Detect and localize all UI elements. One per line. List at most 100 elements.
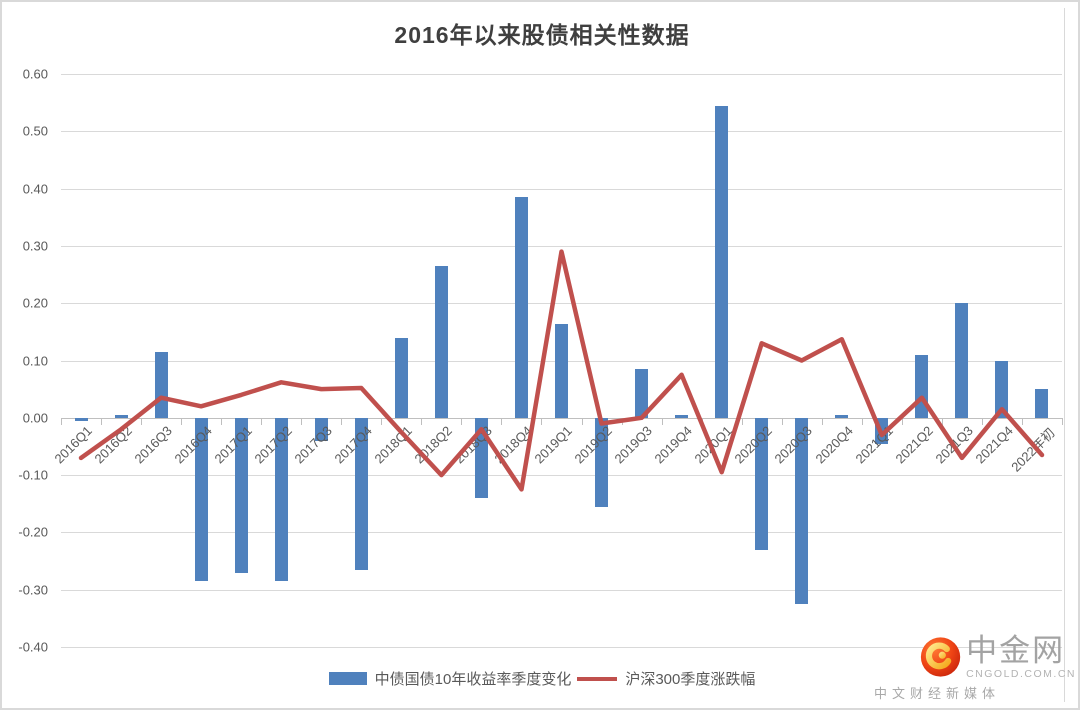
x-axis-tick-label: 2020Q4 [812, 422, 856, 467]
x-axis-tick-label: 2021Q2 [892, 422, 936, 467]
x-axis-tick [501, 417, 503, 425]
x-axis-tick [141, 417, 143, 425]
x-axis-tick [741, 417, 743, 425]
x-axis-tick [301, 417, 303, 425]
x-axis-tick [581, 417, 583, 425]
y-axis-tick-label: 0.60 [22, 66, 48, 82]
x-axis-line [61, 417, 1062, 419]
x-axis-tick [941, 417, 943, 425]
bar-2019Q4 [675, 414, 689, 418]
x-axis-tick [461, 417, 463, 425]
bar-2021Q3 [955, 303, 969, 418]
x-axis-tick-label: 2019Q4 [651, 422, 696, 467]
x-axis-tick-label: 2017Q1 [211, 422, 255, 467]
bar-2020Q1 [715, 105, 729, 418]
x-axis-tick-label: 2018Q1 [371, 422, 415, 467]
gridline [61, 532, 1062, 534]
y-axis-tick-label: 0.30 [22, 238, 48, 254]
x-axis-tick [661, 417, 663, 425]
x-axis-tick-label: 2019Q3 [611, 422, 656, 467]
bar-2018Q1 [394, 337, 408, 418]
gridline [61, 647, 1062, 648]
x-axis-tick-label: 2019Q2 [571, 422, 616, 467]
gridline [61, 303, 1062, 305]
x-axis-tick [701, 417, 703, 425]
x-axis-tick-label: 2019Q1 [531, 422, 576, 467]
x-axis-tick-label: 2020Q1 [691, 422, 736, 467]
watermark-brand-name: 中金网 [966, 633, 1066, 668]
x-axis-tick-label: 2022年初 [1008, 424, 1058, 475]
gridline [61, 245, 1062, 247]
y-axis-tick-label: -0.10 [18, 467, 48, 483]
legend: 中债国债10年收益率季度变化 沪深300季度涨跌幅 [2, 668, 1078, 689]
y-axis-tick-label: 0.20 [22, 295, 48, 311]
x-axis-tick [621, 417, 623, 425]
x-axis-tick [901, 417, 903, 425]
x-axis-tick [221, 417, 223, 425]
x-axis-tick-label: 2018Q2 [411, 422, 455, 467]
y-axis-tick-label: 0.40 [22, 181, 48, 197]
x-axis-tick-label: 2016Q4 [171, 422, 215, 467]
y-axis-tick-label: -0.40 [18, 639, 48, 655]
x-axis-tick [341, 417, 343, 425]
bar-2018Q4 [514, 197, 528, 418]
bar-2019Q1 [555, 324, 568, 418]
watermark-tagline: 中文财经新媒体 [874, 686, 1001, 701]
x-axis-tick [861, 417, 863, 425]
x-axis-tick-label: 2017Q3 [291, 422, 335, 467]
legend-label: 中债国债10年收益率季度变化 [374, 671, 572, 688]
bar-2022年初 [1035, 389, 1049, 418]
gridline [61, 188, 1062, 190]
watermark-domain: CNGOLD.COM.CN [966, 668, 1076, 680]
gridline [61, 74, 1062, 75]
bar-2016Q2 [114, 414, 128, 418]
x-axis-tick-label: 2017Q4 [331, 422, 375, 467]
x-axis-tick-label: 2016Q3 [131, 422, 175, 467]
legend-item-csi300: 沪深300季度涨跌幅 [577, 668, 755, 689]
x-axis-tick-label: 2021Q1 [852, 422, 896, 467]
gridline [61, 131, 1062, 133]
x-axis-tick-label: 2016Q2 [91, 422, 135, 467]
bar-2018Q2 [434, 265, 448, 418]
x-axis-tick [421, 417, 423, 425]
x-axis-tick [1021, 417, 1023, 425]
x-axis-tick [821, 417, 823, 425]
x-axis-tick [261, 417, 263, 425]
gridline [61, 475, 1062, 477]
bar-2020Q4 [835, 414, 849, 418]
cngold-watermark: 中金网 CNGOLD.COM.CN 中文财经新媒体 [874, 633, 1076, 706]
x-axis-tick [541, 417, 543, 425]
bar-2021Q4 [995, 360, 1009, 418]
x-axis-tick-label: 2020Q2 [731, 422, 776, 467]
legend-item-bond-yield: 中债国债10年收益率季度变化 [328, 668, 572, 689]
bar-2021Q2 [915, 354, 929, 418]
legend-label: 沪深300季度涨跌幅 [625, 671, 756, 688]
bar-2016Q1 [74, 417, 88, 421]
y-axis-tick-label: -0.30 [18, 582, 48, 598]
y-axis-tick-label: -0.20 [18, 524, 48, 540]
x-axis-tick-label: 2016Q1 [51, 422, 95, 467]
x-axis-tick [61, 417, 62, 425]
x-axis-tick-label: 2017Q2 [251, 422, 295, 467]
plot-right-border [1064, 8, 1065, 702]
y-axis-tick-label: 0.00 [22, 410, 48, 426]
y-axis-tick-label: 0.50 [22, 123, 48, 139]
x-axis-tick [1062, 417, 1063, 425]
y-axis-tick-label: 0.10 [22, 353, 48, 368]
x-axis-tick-label: 2020Q3 [772, 422, 816, 467]
x-axis-tick-label: 2018Q4 [491, 422, 536, 467]
x-axis-tick-label: 2018Q3 [451, 422, 496, 467]
x-axis-tick [381, 417, 383, 425]
x-axis-tick [101, 417, 103, 425]
bar-2019Q3 [635, 369, 649, 418]
gridline [61, 589, 1062, 591]
x-axis-tick-label: 2021Q3 [932, 422, 976, 467]
line-series-swatch [577, 676, 618, 681]
x-axis-tick [181, 417, 183, 425]
bar-series-swatch [328, 672, 367, 685]
bar-2016Q3 [154, 351, 168, 418]
chart-title: 2016年以来股债相关性数据 [394, 22, 690, 48]
x-axis-tick [781, 417, 783, 425]
cngold-logo-icon [920, 637, 961, 677]
